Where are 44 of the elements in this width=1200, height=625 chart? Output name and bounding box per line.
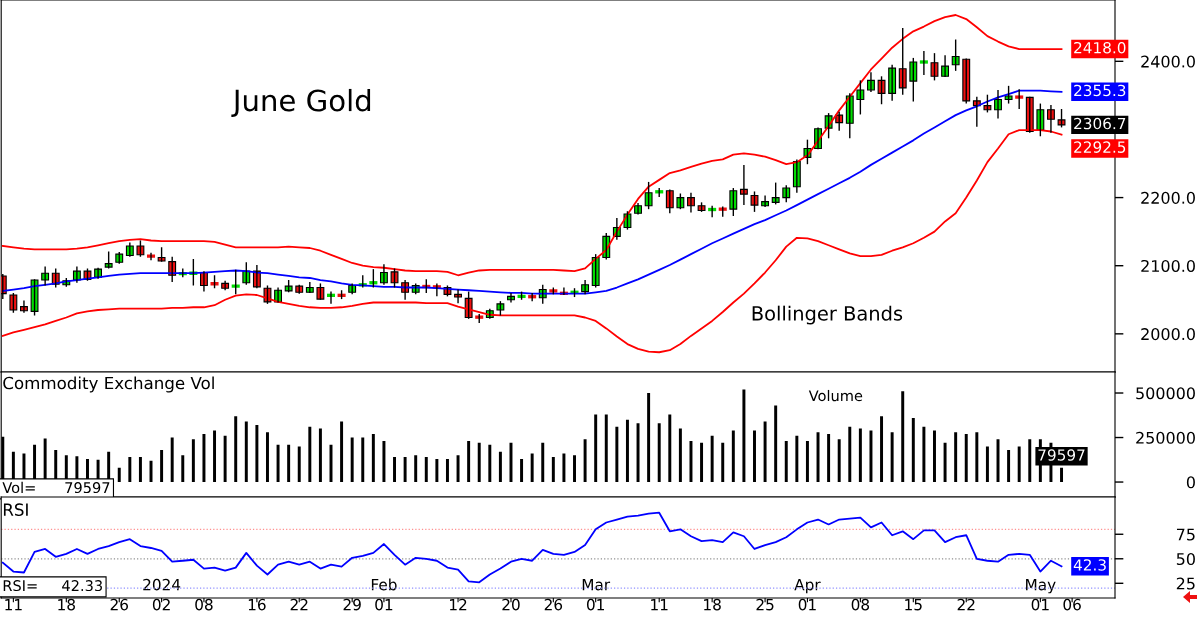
x-tick-label: 15 — [905, 599, 922, 611]
annotation: Commodity Exchange Vol — [3, 376, 214, 393]
annotation: Volume — [808, 389, 863, 402]
x-tick-label: 08 — [851, 598, 870, 611]
x-tick-label: 20 — [502, 598, 520, 611]
data-label: 42.3 — [1073, 559, 1106, 571]
y-tick-label: 2100.0 — [1141, 259, 1195, 273]
x-tick-label: 16 — [248, 598, 266, 611]
y-tick-label: 250000 — [1136, 431, 1195, 444]
x-tick-label: 11 — [651, 599, 668, 611]
x-tick-label: 22 — [957, 598, 975, 611]
annotation: Vol= 79597 — [2, 481, 110, 494]
y-tick-label: 0 — [1186, 476, 1195, 489]
x-tick-label: May 01 — [1026, 579, 1056, 611]
x-tick-label: 12 — [450, 598, 467, 611]
x-tick-label: 29 — [343, 598, 361, 611]
y-tick-label: 75 — [1176, 528, 1195, 541]
x-tick-label: 22 — [290, 598, 308, 611]
x-tick-label: 18 — [704, 598, 721, 611]
x-tick-label: 11 — [5, 599, 22, 611]
data-label: 79597 — [1038, 449, 1085, 461]
x-tick-label: Mar 01 — [582, 579, 611, 611]
y-tick-label: 500000 — [1136, 387, 1195, 400]
y-tick-label: 50 — [1176, 552, 1195, 566]
text: June Gold — [231, 88, 371, 117]
data-label: 2292.5 — [1074, 141, 1126, 153]
x-tick-label: Apr 01 — [794, 579, 821, 611]
annotation: Bollinger Bands — [752, 305, 903, 325]
annotation: RSI — [3, 503, 28, 516]
x-tick-label: 08 — [195, 598, 213, 611]
text: 2306.7 — [1074, 117, 1126, 130]
y-tick-label: 2200.0 — [1141, 191, 1195, 204]
x-tick-label: 26 — [544, 598, 563, 611]
x-tick-label: Feb 01 — [371, 578, 397, 611]
annotation: RSI= 42.33 — [3, 580, 102, 592]
data-label: 2355.3 — [1074, 84, 1126, 97]
y-tick-label: 2000.0 — [1141, 328, 1195, 341]
data-label: 2418.0 — [1074, 41, 1126, 54]
x-tick-label: 25 — [756, 598, 774, 611]
x-tick-label: 18 — [58, 598, 75, 611]
x-tick-label: 2024 02 — [143, 578, 181, 611]
x-tick-label: 06 — [1063, 598, 1081, 611]
y-tick-label: 2400.0 — [1141, 55, 1195, 68]
x-tick-label: 26 — [110, 598, 129, 611]
